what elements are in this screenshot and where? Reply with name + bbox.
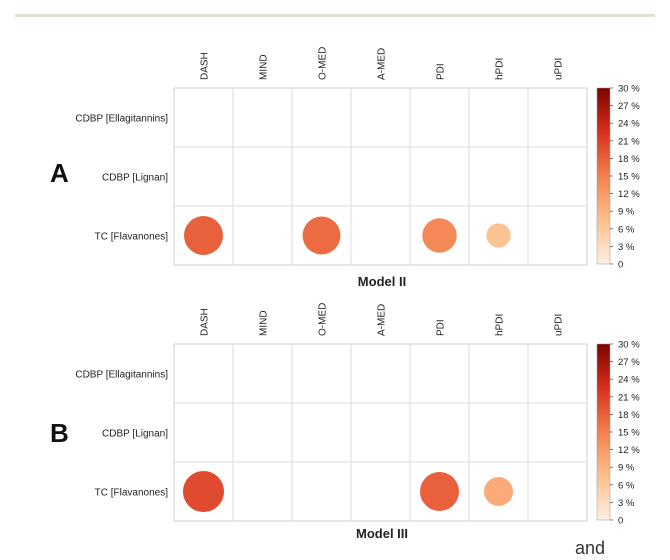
- legend-tick-label: 21 %: [618, 392, 640, 403]
- legend-tick-label: 30 %: [618, 84, 640, 95]
- legend-tick-label: 21 %: [618, 136, 640, 147]
- column-label: A-MED: [377, 304, 388, 336]
- column-label: DASH: [200, 52, 211, 80]
- model-title-b: Model III: [356, 526, 408, 541]
- legend-tick-label: 24 %: [618, 119, 640, 130]
- column-label: hPDI: [495, 314, 506, 336]
- panel-letter-b: B: [50, 418, 69, 448]
- row-label: CDBP [Ellagitannins]: [75, 370, 168, 381]
- row-label: TC [Flavanones]: [95, 232, 169, 243]
- column-label: hPDI: [495, 58, 506, 80]
- trailing-text: and: [575, 538, 606, 558]
- legend-tick-label: 18 %: [618, 154, 640, 165]
- data-circle: [420, 472, 459, 511]
- column-label: uPDI: [554, 58, 565, 80]
- column-label: A-MED: [377, 48, 388, 80]
- legend-tick-label: 12 %: [618, 189, 640, 200]
- legend-tick-label: 15 %: [618, 428, 640, 439]
- legend-tick-label: 27 %: [618, 357, 640, 368]
- legend-colorbar: [596, 87, 611, 265]
- column-label: PDI: [436, 63, 447, 80]
- column-label: uPDI: [554, 314, 565, 336]
- data-circle: [182, 470, 225, 513]
- row-label: CDBP [Lignan]: [102, 429, 168, 440]
- legend-tick-label: 24 %: [618, 375, 640, 386]
- legend-tick-label: 0: [618, 516, 623, 527]
- data-circle: [184, 216, 223, 255]
- column-label: O-MED: [318, 47, 329, 80]
- legend-tick-label: 9 %: [618, 463, 635, 474]
- legend-tick-label: 0: [618, 260, 623, 271]
- row-label: TC [Flavanones]: [95, 488, 169, 499]
- top-divider: [15, 14, 655, 17]
- data-circle: [483, 476, 514, 507]
- row-label: CDBP [Ellagitannins]: [75, 114, 168, 125]
- legend-tick-label: 3 %: [618, 242, 635, 253]
- row-label: CDBP [Lignan]: [102, 173, 168, 184]
- legend-tick-label: 18 %: [618, 410, 640, 421]
- grid-frame: [173, 343, 588, 522]
- column-label: DASH: [200, 308, 211, 336]
- column-label: MIND: [259, 54, 270, 80]
- grid-frame: [173, 87, 588, 266]
- model-title-a: Model II: [357, 274, 407, 289]
- legend-tick-label: 9 %: [618, 207, 635, 218]
- legend-tick-label: 30 %: [618, 340, 640, 351]
- data-circle: [422, 218, 457, 253]
- legend-tick-label: 15 %: [618, 172, 640, 183]
- legend-colorbar: [596, 343, 611, 521]
- column-label: MIND: [259, 310, 270, 336]
- data-circle: [302, 216, 341, 255]
- legend-tick-label: 6 %: [618, 224, 635, 235]
- legend-tick-label: 3 %: [618, 498, 635, 509]
- data-circle: [486, 223, 511, 248]
- column-label: PDI: [436, 319, 447, 336]
- legend-tick-label: 12 %: [618, 445, 640, 456]
- column-label: O-MED: [318, 303, 329, 336]
- panel-letter-a: A: [50, 158, 69, 188]
- legend-tick-label: 27 %: [618, 101, 640, 112]
- legend-tick-label: 6 %: [618, 480, 635, 491]
